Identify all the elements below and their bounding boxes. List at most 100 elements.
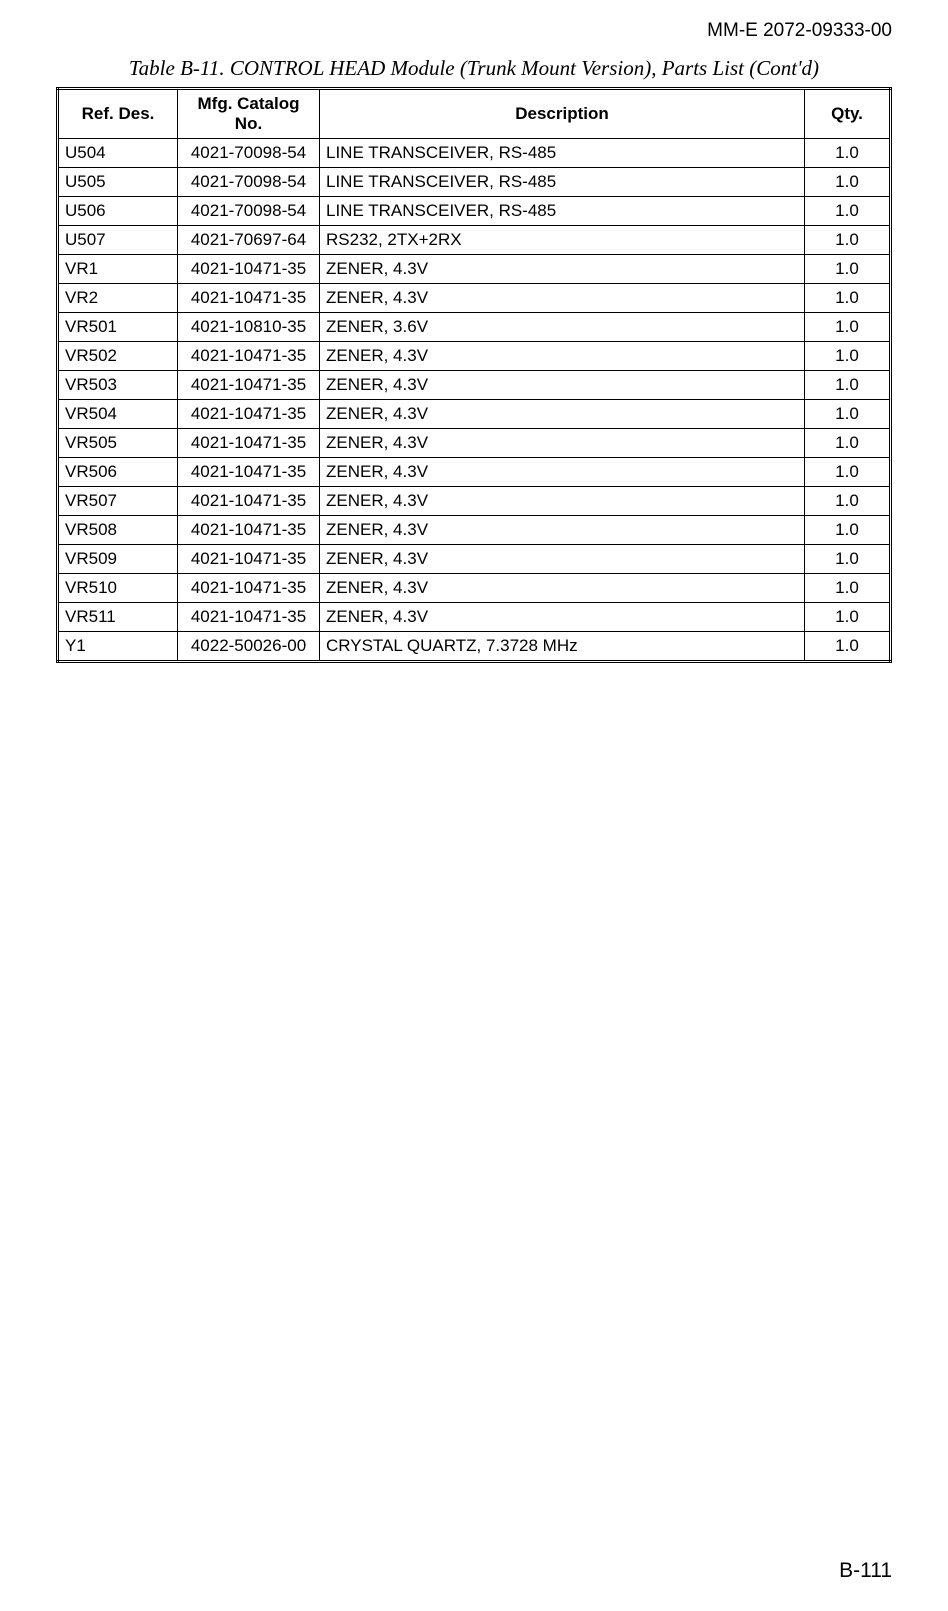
cell-ref: VR506: [58, 458, 178, 487]
cell-ref: VR507: [58, 487, 178, 516]
cell-ref: VR501: [58, 313, 178, 342]
cell-desc: CRYSTAL QUARTZ, 7.3728 MHz: [320, 632, 805, 662]
cell-qty: 1.0: [805, 313, 891, 342]
table-row: Y14022-50026-00CRYSTAL QUARTZ, 7.3728 MH…: [58, 632, 891, 662]
cell-mfg: 4022-50026-00: [178, 632, 320, 662]
table-row: VR5044021-10471-35ZENER, 4.3V1.0: [58, 400, 891, 429]
cell-ref: VR510: [58, 574, 178, 603]
cell-desc: ZENER, 4.3V: [320, 574, 805, 603]
cell-mfg: 4021-10471-35: [178, 342, 320, 371]
cell-desc: ZENER, 4.3V: [320, 429, 805, 458]
cell-ref: VR1: [58, 255, 178, 284]
cell-ref: U507: [58, 226, 178, 255]
cell-desc: ZENER, 4.3V: [320, 545, 805, 574]
cell-qty: 1.0: [805, 516, 891, 545]
cell-ref: U506: [58, 197, 178, 226]
cell-qty: 1.0: [805, 197, 891, 226]
cell-qty: 1.0: [805, 400, 891, 429]
cell-mfg: 4021-10810-35: [178, 313, 320, 342]
cell-ref: VR503: [58, 371, 178, 400]
table-row: VR5114021-10471-35ZENER, 4.3V1.0: [58, 603, 891, 632]
cell-mfg: 4021-70697-64: [178, 226, 320, 255]
cell-ref: VR2: [58, 284, 178, 313]
cell-qty: 1.0: [805, 632, 891, 662]
cell-desc: ZENER, 4.3V: [320, 342, 805, 371]
cell-desc: LINE TRANSCEIVER, RS-485: [320, 168, 805, 197]
cell-desc: LINE TRANSCEIVER, RS-485: [320, 197, 805, 226]
table-title: Table B-11. CONTROL HEAD Module (Trunk M…: [56, 56, 892, 81]
cell-qty: 1.0: [805, 487, 891, 516]
cell-qty: 1.0: [805, 255, 891, 284]
table-row: VR24021-10471-35ZENER, 4.3V1.0: [58, 284, 891, 313]
cell-qty: 1.0: [805, 574, 891, 603]
cell-mfg: 4021-10471-35: [178, 516, 320, 545]
cell-ref: VR502: [58, 342, 178, 371]
cell-ref: VR504: [58, 400, 178, 429]
table-row: VR14021-10471-35ZENER, 4.3V1.0: [58, 255, 891, 284]
cell-mfg: 4021-10471-35: [178, 255, 320, 284]
cell-mfg: 4021-70098-54: [178, 197, 320, 226]
cell-mfg: 4021-10471-35: [178, 400, 320, 429]
document-number: MM-E 2072-09333-00: [56, 20, 892, 42]
col-header-mfg: Mfg. Catalog No.: [178, 89, 320, 139]
table-row: U5044021-70098-54LINE TRANSCEIVER, RS-48…: [58, 139, 891, 168]
cell-qty: 1.0: [805, 545, 891, 574]
cell-qty: 1.0: [805, 458, 891, 487]
table-row: U5054021-70098-54LINE TRANSCEIVER, RS-48…: [58, 168, 891, 197]
cell-qty: 1.0: [805, 168, 891, 197]
table-row: VR5054021-10471-35ZENER, 4.3V1.0: [58, 429, 891, 458]
table-row: VR5064021-10471-35ZENER, 4.3V1.0: [58, 458, 891, 487]
table-row: VR5104021-10471-35ZENER, 4.3V1.0: [58, 574, 891, 603]
cell-desc: ZENER, 4.3V: [320, 400, 805, 429]
cell-ref: VR505: [58, 429, 178, 458]
cell-ref: VR511: [58, 603, 178, 632]
cell-qty: 1.0: [805, 603, 891, 632]
cell-ref: VR509: [58, 545, 178, 574]
cell-desc: ZENER, 3.6V: [320, 313, 805, 342]
cell-ref: VR508: [58, 516, 178, 545]
cell-desc: ZENER, 4.3V: [320, 487, 805, 516]
page-number: B-111: [839, 1559, 892, 1583]
col-header-ref: Ref. Des.: [58, 89, 178, 139]
cell-qty: 1.0: [805, 429, 891, 458]
cell-ref: U505: [58, 168, 178, 197]
table-row: U5064021-70098-54LINE TRANSCEIVER, RS-48…: [58, 197, 891, 226]
table-row: VR5034021-10471-35ZENER, 4.3V1.0: [58, 371, 891, 400]
cell-ref: Y1: [58, 632, 178, 662]
cell-desc: ZENER, 4.3V: [320, 371, 805, 400]
parts-list-table: Ref. Des. Mfg. Catalog No. Description Q…: [56, 87, 892, 663]
cell-mfg: 4021-70098-54: [178, 139, 320, 168]
cell-mfg: 4021-10471-35: [178, 574, 320, 603]
cell-desc: ZENER, 4.3V: [320, 516, 805, 545]
cell-mfg: 4021-70098-54: [178, 168, 320, 197]
cell-desc: ZENER, 4.3V: [320, 458, 805, 487]
cell-mfg: 4021-10471-35: [178, 487, 320, 516]
col-header-qty: Qty.: [805, 89, 891, 139]
cell-mfg: 4021-10471-35: [178, 429, 320, 458]
cell-qty: 1.0: [805, 371, 891, 400]
table-row: VR5084021-10471-35ZENER, 4.3V1.0: [58, 516, 891, 545]
table-header-row: Ref. Des. Mfg. Catalog No. Description Q…: [58, 89, 891, 139]
cell-qty: 1.0: [805, 284, 891, 313]
cell-qty: 1.0: [805, 139, 891, 168]
table-row: VR5024021-10471-35ZENER, 4.3V1.0: [58, 342, 891, 371]
cell-mfg: 4021-10471-35: [178, 458, 320, 487]
cell-desc: ZENER, 4.3V: [320, 284, 805, 313]
cell-desc: ZENER, 4.3V: [320, 603, 805, 632]
col-header-desc: Description: [320, 89, 805, 139]
table-row: VR5094021-10471-35ZENER, 4.3V1.0: [58, 545, 891, 574]
cell-mfg: 4021-10471-35: [178, 284, 320, 313]
cell-mfg: 4021-10471-35: [178, 371, 320, 400]
cell-desc: RS232, 2TX+2RX: [320, 226, 805, 255]
cell-desc: ZENER, 4.3V: [320, 255, 805, 284]
cell-ref: U504: [58, 139, 178, 168]
cell-desc: LINE TRANSCEIVER, RS-485: [320, 139, 805, 168]
table-row: VR5014021-10810-35ZENER, 3.6V1.0: [58, 313, 891, 342]
table-row: U5074021-70697-64RS232, 2TX+2RX1.0: [58, 226, 891, 255]
cell-mfg: 4021-10471-35: [178, 603, 320, 632]
page: MM-E 2072-09333-00 Table B-11. CONTROL H…: [0, 0, 948, 1611]
table-row: VR5074021-10471-35ZENER, 4.3V1.0: [58, 487, 891, 516]
cell-qty: 1.0: [805, 342, 891, 371]
cell-mfg: 4021-10471-35: [178, 545, 320, 574]
cell-qty: 1.0: [805, 226, 891, 255]
